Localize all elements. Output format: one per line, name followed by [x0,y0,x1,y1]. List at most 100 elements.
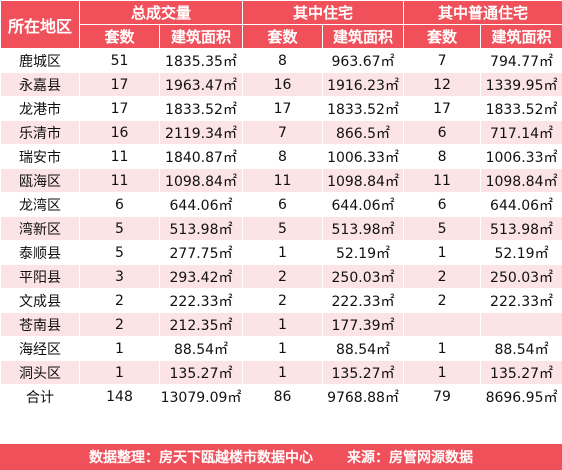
ordinary-units-cell: 2 [403,264,482,289]
residential-area-cell: 1916.23㎡ [322,72,405,97]
ordinary-area-cell: 88.54㎡ [480,336,562,361]
ordinary-area-cell: 1006.33㎡ [480,144,562,169]
residential-units-cell: 1 [242,312,324,337]
ordinary-area-cell: 644.06㎡ [480,192,562,217]
residential-units-cell: 1 [242,336,324,361]
residential-area-cell: 1098.84㎡ [322,168,405,193]
ordinary-area-cell: 250.03㎡ [480,264,562,289]
footer-bar: 数据整理：房天下瓯越楼市数据中心 来源：房管网源数据 [0,444,562,470]
total-ordinary-area-cell: 8696.95㎡ [480,384,562,410]
table-row: 苍南县 2 212.35㎡ 1 177.39㎡ [0,312,562,337]
residential-units-cell: 11 [242,168,324,193]
residential-area-cell: 644.06㎡ [322,192,405,217]
ordinary-area-cell [480,312,562,337]
table-row: 瓯海区 11 1098.84㎡ 11 1098.84㎡ 11 1098.84㎡ [0,168,562,193]
residential-area-cell: 52.19㎡ [322,240,405,265]
total-area-cell: 293.42㎡ [158,264,244,289]
total-area-cell: 2119.34㎡ [158,120,244,145]
total-units-header: 套数 [79,24,160,49]
residential-area-cell: 1833.52㎡ [322,96,405,121]
total-units-cell: 5 [79,216,160,241]
total-units-cell: 2 [79,312,160,337]
region-cell: 鹿城区 [0,48,80,73]
ordinary-area-cell: 135.27㎡ [480,360,562,385]
ordinary-units-cell: 1 [403,336,482,361]
residential-header: 其中住宅 [242,0,405,25]
table-row: 文成县 2 222.33㎡ 2 222.33㎡ 2 222.33㎡ [0,288,562,313]
residential-units-cell: 17 [242,96,324,121]
residential-units-cell: 6 [242,192,324,217]
ordinary-area-cell: 222.33㎡ [480,288,562,313]
table-row: 海经区 1 88.54㎡ 1 88.54㎡ 1 88.54㎡ [0,336,562,361]
total-area-cell: 1840.87㎡ [158,144,244,169]
residential-units-cell: 8 [242,144,324,169]
ordinary-units-cell: 1 [403,240,482,265]
residential-area-cell: 963.67㎡ [322,48,405,73]
residential-units-cell: 2 [242,264,324,289]
residential-units-cell: 7 [242,120,324,145]
residential-area-header: 建筑面积 [322,24,405,49]
table-row: 泰顺县 5 277.75㎡ 1 52.19㎡ 1 52.19㎡ [0,240,562,265]
residential-area-cell: 250.03㎡ [322,264,405,289]
ordinary-area-cell: 52.19㎡ [480,240,562,265]
region-cell: 洞头区 [0,360,80,385]
total-units-cell: 16 [79,120,160,145]
region-cell: 泰顺县 [0,240,80,265]
total-area-cell: 1963.47㎡ [158,72,244,97]
total-row: 合计 148 13079.09㎡ 86 9768.88㎡ 79 8696.95㎡ [0,384,562,410]
total-residential-units-cell: 86 [242,384,324,410]
total-units-cell: 11 [79,168,160,193]
total-units-cell: 5 [79,240,160,265]
table-row: 龙湾区 6 644.06㎡ 6 644.06㎡ 6 644.06㎡ [0,192,562,217]
table-row: 湾新区 5 513.98㎡ 5 513.98㎡ 5 513.98㎡ [0,216,562,241]
residential-area-cell: 513.98㎡ [322,216,405,241]
total-units-cell: 11 [79,144,160,169]
ordinary-units-cell: 12 [403,72,482,97]
ordinary-units-cell: 11 [403,168,482,193]
total-units-cell: 51 [79,48,160,73]
residential-area-cell: 177.39㎡ [322,312,405,337]
ordinary-units-cell: 5 [403,216,482,241]
total-area-cell: 1098.84㎡ [158,168,244,193]
region-header: 所在地区 [0,0,80,49]
region-cell: 龙湾区 [0,192,80,217]
region-cell: 苍南县 [0,312,80,337]
residential-area-cell: 88.54㎡ [322,336,405,361]
ordinary-units-cell [403,312,482,337]
ordinary-units-cell: 7 [403,48,482,73]
total-area-cell: 277.75㎡ [158,240,244,265]
table-row: 乐清市 16 2119.34㎡ 7 866.5㎡ 6 717.14㎡ [0,120,562,145]
transaction-table: 所在地区 总成交量 其中住宅 其中普通住宅 套数 建筑面积 套数 建筑面积 套数… [0,0,562,410]
ordinary-area-cell: 513.98㎡ [480,216,562,241]
ordinary-units-cell: 17 [403,96,482,121]
header-row-columns: 套数 建筑面积 套数 建筑面积 套数 建筑面积 [1,24,562,49]
compiled-by-note: 数据整理：房天下瓯越楼市数据中心 [89,450,313,466]
source-note: 来源：房管网源数据 [347,450,473,466]
ordinary-units-cell: 6 [403,192,482,217]
ordinary-units-cell: 8 [403,144,482,169]
ordinary-units-cell: 2 [403,288,482,313]
total-area-cell: 1835.35㎡ [158,48,244,73]
residential-area-cell: 135.27㎡ [322,360,405,385]
residential-area-cell: 222.33㎡ [322,288,405,313]
region-cell: 平阳县 [0,264,80,289]
table-row: 鹿城区 51 1835.35㎡ 8 963.67㎡ 7 794.77㎡ [0,48,562,73]
header-row-groups: 所在地区 总成交量 其中住宅 其中普通住宅 [0,0,562,49]
total-units-cell: 6 [79,192,160,217]
total-units-cell: 1 [79,336,160,361]
ordinary-area-header: 建筑面积 [480,24,562,49]
region-cell: 文成县 [0,288,80,313]
total-volume-header: 总成交量 [78,0,244,25]
region-cell: 湾新区 [0,216,80,241]
table-row: 洞头区 1 135.27㎡ 1 135.27㎡ 1 135.27㎡ [0,360,562,385]
total-area-cell: 135.27㎡ [158,360,244,385]
ordinary-units-cell: 6 [403,120,482,145]
total-area-header: 建筑面积 [158,24,244,49]
total-region-cell: 合计 [0,384,80,410]
region-cell: 瓯海区 [0,168,80,193]
total-area-cell: 644.06㎡ [158,192,244,217]
ordinary-area-cell: 717.14㎡ [480,120,562,145]
residential-units-cell: 8 [242,48,324,73]
region-cell: 乐清市 [0,120,80,145]
